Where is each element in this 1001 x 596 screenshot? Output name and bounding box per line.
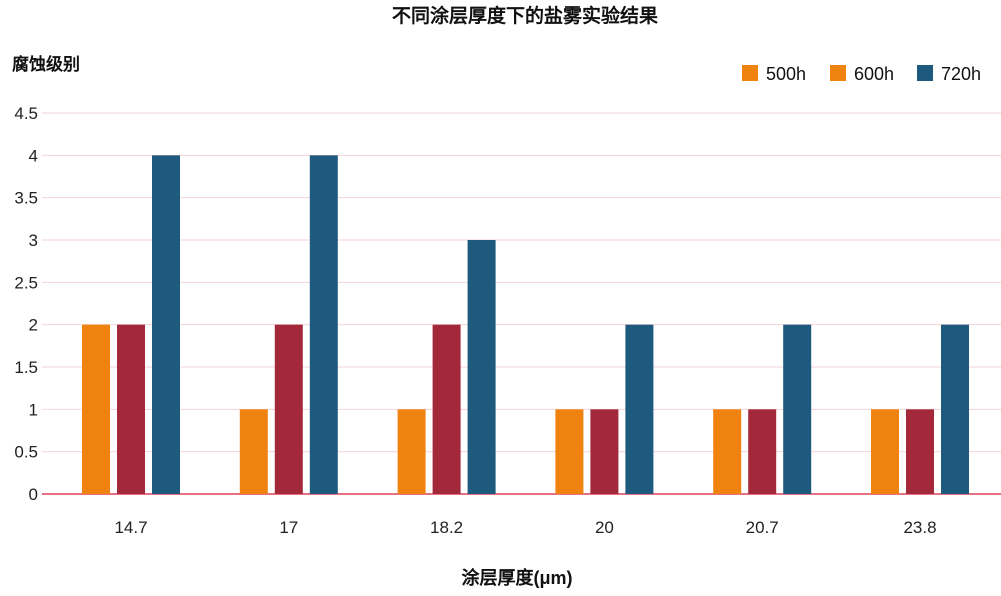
bar-720h-23.8 bbox=[941, 324, 969, 494]
bar-600h-23.8 bbox=[906, 409, 934, 494]
bar-720h-20.7 bbox=[783, 324, 812, 494]
bar-600h-20 bbox=[590, 409, 619, 494]
x-tick-label: 23.8 bbox=[903, 518, 936, 537]
chart-title: 不同涂层厚度下的盐雾实验结果 bbox=[392, 4, 658, 27]
y-tick-label: 1 bbox=[29, 400, 38, 419]
y-tick-labels: 0 0.5 1 1.5 2 2.5 3 3.5 4 4.5 bbox=[14, 104, 38, 504]
y-tick-label: 3.5 bbox=[14, 189, 38, 208]
x-tick-label: 20 bbox=[595, 518, 614, 537]
legend-label: 720h bbox=[941, 64, 981, 84]
x-axis-label: 涂层厚度(μm) bbox=[461, 567, 572, 588]
bar-500h-23.8 bbox=[871, 409, 899, 494]
bar-600h-20.7 bbox=[748, 409, 777, 494]
bar-720h-17 bbox=[309, 155, 338, 495]
bar-500h-18.2 bbox=[397, 409, 426, 494]
bar-720h-14.7 bbox=[152, 155, 180, 495]
legend: 500h 600h 720h bbox=[742, 64, 981, 84]
y-tick-label: 2.5 bbox=[14, 273, 38, 292]
y-tick-label: 0 bbox=[29, 485, 38, 504]
x-tick-label: 14.7 bbox=[114, 518, 147, 537]
bar-600h-17 bbox=[274, 324, 303, 494]
x-tick-labels: 14.7 17 18.2 20 20.7 23.8 bbox=[114, 518, 936, 537]
bar-500h-14.7 bbox=[82, 324, 110, 494]
bar-500h-17 bbox=[239, 409, 268, 494]
x-tick-label: 20.7 bbox=[746, 518, 779, 537]
bar-720h-20 bbox=[625, 324, 654, 494]
y-tick-label: 4.5 bbox=[14, 104, 38, 123]
bar-500h-20 bbox=[555, 409, 584, 494]
x-tick-label: 18.2 bbox=[430, 518, 463, 537]
y-tick-label: 1.5 bbox=[14, 358, 38, 377]
x-tick-label: 17 bbox=[279, 518, 298, 537]
legend-swatch-720h bbox=[917, 65, 933, 81]
legend-label: 600h bbox=[854, 64, 894, 84]
bar-500h-20.7 bbox=[713, 409, 742, 494]
y-tick-label: 0.5 bbox=[14, 443, 38, 462]
bar-600h-18.2 bbox=[432, 324, 461, 494]
bar-600h-14.7 bbox=[117, 324, 145, 494]
y-tick-label: 2 bbox=[29, 316, 38, 335]
legend-swatch-500h bbox=[742, 65, 758, 81]
y-axis-label: 腐蚀级别 bbox=[12, 54, 80, 74]
bars bbox=[82, 155, 969, 495]
y-tick-label: 4 bbox=[29, 146, 38, 165]
y-tick-label: 3 bbox=[29, 231, 38, 250]
legend-label: 500h bbox=[766, 64, 806, 84]
gridlines bbox=[42, 112, 1001, 495]
legend-swatch-600h bbox=[830, 65, 846, 81]
bar-720h-18.2 bbox=[467, 240, 496, 494]
